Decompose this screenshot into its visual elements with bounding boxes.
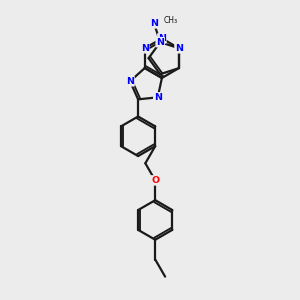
Text: N: N [156, 38, 164, 47]
Text: N: N [150, 19, 158, 28]
Text: O: O [151, 176, 159, 185]
Text: N: N [126, 77, 134, 86]
Text: N: N [175, 44, 183, 53]
Text: N: N [158, 34, 166, 43]
Text: N: N [141, 44, 149, 53]
Text: CH₃: CH₃ [164, 16, 178, 25]
Text: N: N [154, 93, 162, 102]
